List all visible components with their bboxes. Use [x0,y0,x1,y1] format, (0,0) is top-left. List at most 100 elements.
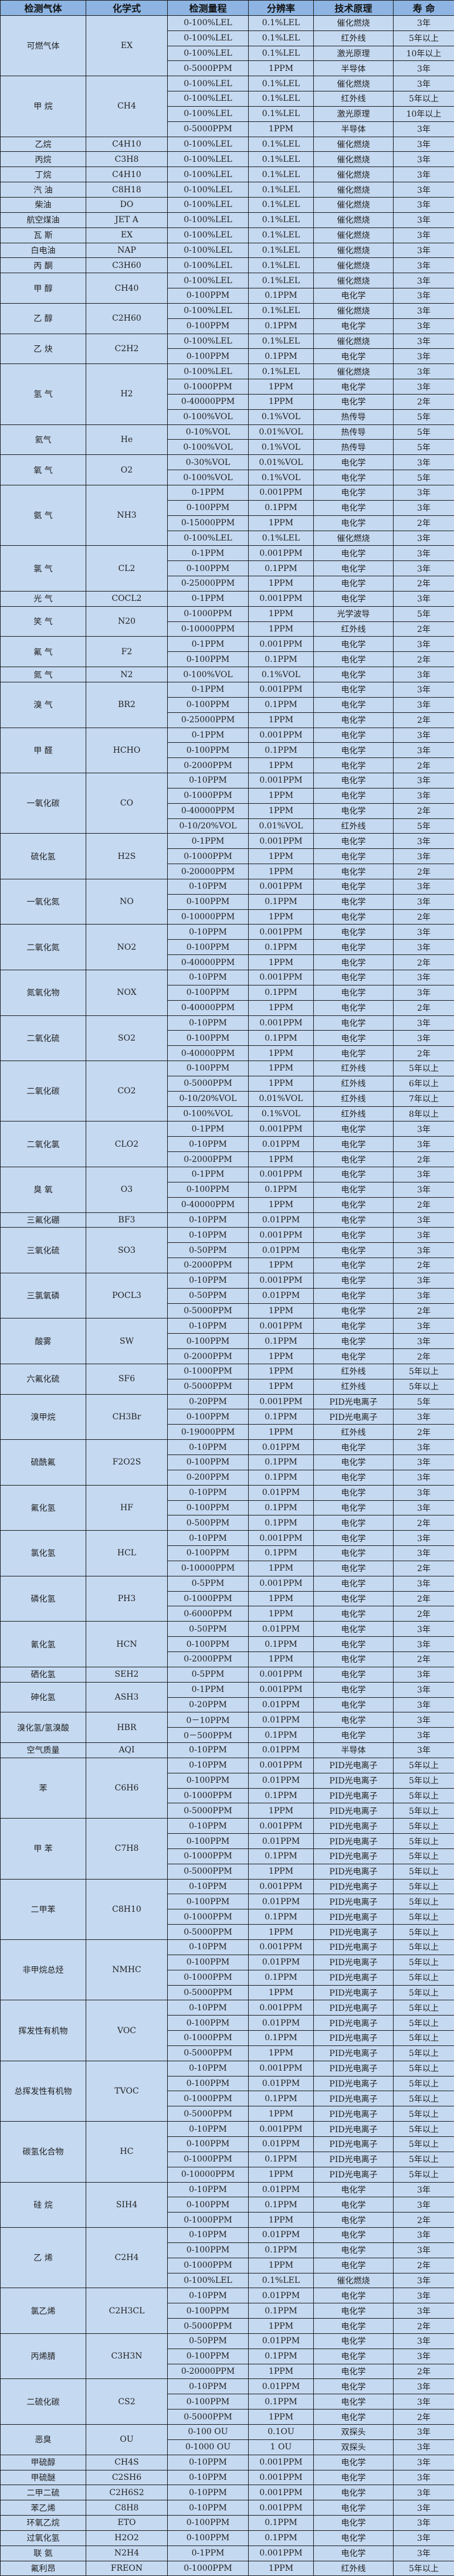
principle-cell: 电化学 [313,833,394,849]
formula-cell: C8H8 [86,2500,168,2516]
resolution-cell: 1 OU [248,2439,314,2455]
lifetime-cell: 5年以上 [393,1878,454,1895]
gas-name-cell: 甲硫醇 [0,2454,86,2470]
resolution-cell: 0.1%LEL [248,76,314,92]
principle-cell: 电化学 [313,2378,394,2395]
table-row: 0-2000PPM 1PPM 电化学 2年 [1,1651,454,1667]
principle-cell: 电化学 [313,878,394,895]
lifetime-cell: 2年 [393,1348,454,1364]
lifetime-cell: 2年 [393,1197,454,1213]
resolution-cell: 0.1PPM [248,499,314,516]
range-cell: 0-100%LEL [167,530,249,546]
range-cell: 0-100PPM [167,2075,249,2092]
range-cell: 0-10PPM [167,1484,249,1501]
lifetime-cell: 5年以上 [393,1787,454,1804]
range-cell: 0-1PPM [167,727,249,743]
table-row: 0-100PPM 0.1PPM 电化学 2年 [1,651,454,668]
table-row: 0-100%LEL 0.1%LEL 红外线 5年以上 [1,91,454,107]
principle-cell: 电化学 [313,515,394,531]
principle-cell: 电化学 [313,1197,394,1213]
range-cell: 0-100%LEL [167,45,249,62]
gas-name-cell: 一氧化碳 [0,773,86,834]
principle-cell: 半导体 [313,60,394,77]
lifetime-cell: 3年 [393,2242,454,2258]
lifetime-cell: 8年以上 [393,1106,454,1122]
range-cell: 0-1PPM [167,681,249,698]
lifetime-cell: 3年 [393,121,454,137]
principle-cell: 电化学 [313,2333,394,2349]
principle-cell: 电化学 [313,318,394,334]
formula-cell: CH4 [86,76,168,137]
principle-cell: 电化学 [313,757,394,774]
table-row: 0-1000PPM 0.1PPM PID光电离子 5年以上 [1,1969,454,1986]
lifetime-cell: 2年 [393,1045,454,1062]
principle-cell: 电化学 [313,1121,394,1137]
gas-name-cell: 三氧化硫 [0,1227,86,1273]
table-row: 0-100%LEL 0.1%LEL 激光原理 10年以上 [1,45,454,62]
range-cell: 0-100PPM [167,1061,249,1076]
table-row: 0-2000PPM 1PPM 电化学 2年 [1,1258,454,1273]
table-row: 0-100PPM 0.1PPM 电化学 3年 [1,560,454,577]
range-cell: 0-5PPM [167,1575,249,1592]
principle-cell: 电化学 [313,2257,394,2273]
resolution-cell: 0.01PPM [248,1742,314,1758]
lifetime-cell: 2年 [393,1591,454,1607]
principle-cell: 电化学 [313,1712,394,1728]
resolution-cell: 0.01PPM [248,1954,314,1970]
formula-cell: H2 [86,363,168,425]
resolution-cell: 0.1PPM [248,1409,314,1425]
resolution-cell: 0.1PPM [248,651,314,668]
principle-cell: PID光电离子 [313,1833,394,1849]
resolution-cell: 0.1PPM [248,2030,314,2046]
principle-cell: 电化学 [313,1318,394,1334]
lifetime-cell: 5年 [393,424,454,440]
lifetime-cell: 3年 [393,303,454,319]
formula-cell: C4H10 [86,136,168,152]
range-cell: 0-100%LEL [167,106,249,122]
resolution-cell: 0.1%LEL [248,151,314,168]
lifetime-cell: 3年 [393,151,454,168]
range-cell: 0-10PPM [167,1227,249,1243]
lifetime-cell: 3年 [393,2454,454,2470]
formula-cell: OU [86,2424,168,2455]
principle-cell: 电化学 [313,590,394,607]
range-cell: 0-50PPM [167,1287,249,1304]
range-cell: 0-1000PPM [167,2257,249,2273]
table-row: 0-100%VOL 0.1%VOL 红外线 8年以上 [1,1106,454,1122]
table-row: 0-100PPM 0.1PPM 电化学 3年 [1,288,454,304]
header-range: 检测量程 [167,0,249,16]
table-row: 航空煤油 JET A 0-100%LEL 0.1%LEL 催化燃烧 3年 [0,212,454,228]
table-row: 光 气 COCL2 0-1PPM 0.001PPM 电化学 3年 [0,590,454,607]
principle-cell: 催化燃烧 [313,333,394,349]
range-cell: 0-5PPM [167,1666,249,1683]
resolution-cell: 0.1PPM [248,1848,314,1864]
resolution-cell: 1PPM [248,1378,314,1395]
principle-cell: 电化学 [313,2288,394,2304]
lifetime-cell: 3年 [393,1621,454,1637]
table-row: 0-100PPM 0.1PPM 电化学 3年 [1,318,454,334]
lifetime-cell: 3年 [393,1697,454,1713]
table-row: 0-100%LEL 0.1%LEL 红外线 5年以上 [1,30,454,46]
table-row: 二氧化氯 CLO2 0-1PPM 0.001PPM 电化学 3年 [0,1121,454,1167]
principle-cell: 电化学 [313,712,394,728]
table-body: 可燃气体 EX 0-100%LEL 0.1%LEL 催化燃烧 3年 0-100%LEL 0.1… [0,15,454,2576]
gas-name-cell: 酸雾 [0,1318,86,1364]
resolution-cell: 0.001PPM [248,924,314,940]
principle-cell: PID光电离子 [313,2121,394,2137]
lifetime-cell: 3年 [393,681,454,698]
range-cell: 0-1000PPM [167,379,249,395]
lifetime-cell: 3年 [393,939,454,956]
principle-cell: PID光电离子 [313,1772,394,1789]
resolution-cell: 0.1PPM [248,1500,314,1516]
principle-cell: 电化学 [313,1545,394,1561]
range-cell: 0-5000PPM [167,1984,249,2001]
range-cell: 0-15000PPM [167,515,249,531]
formula-cell: C2H6S2 [86,2485,168,2501]
resolution-cell: 0.1PPM [248,318,314,334]
gas-name-cell: 溴甲烷 [0,1394,86,1440]
table-row: 0-10000PPM 1PPM 电化学 2年 [1,1560,454,1576]
gas-name-cell: 六氟化硫 [0,1363,86,1395]
formula-cell: CS2 [86,2378,168,2425]
principle-cell: 红外线 [313,2560,394,2576]
resolution-cell: 1PPM [248,1984,314,2001]
